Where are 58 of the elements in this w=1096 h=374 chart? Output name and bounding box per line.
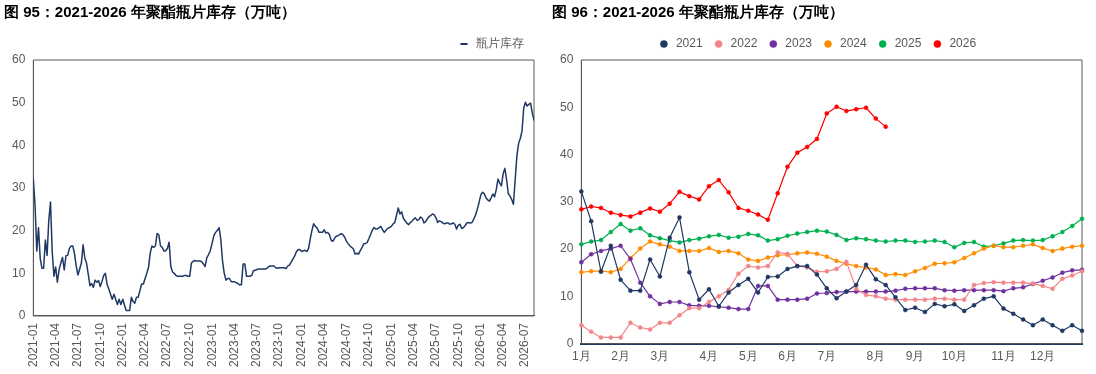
x-tick-label: 4月	[699, 349, 719, 364]
legend-label: 2021	[675, 36, 703, 51]
x-tick-label: 1月	[572, 349, 591, 364]
x-tick-label: 2021-01	[25, 322, 40, 368]
y-tick-label: 30	[11, 180, 26, 195]
x-tick-label: 2022-04	[137, 322, 152, 368]
y-tick-label: 20	[559, 241, 574, 256]
x-tick-label: 2026-07	[517, 322, 532, 368]
legend-label: 2024	[840, 36, 868, 51]
x-tick-label: 10月	[941, 349, 968, 364]
x-tick-label: 2021-04	[47, 322, 62, 368]
x-tick-label: 2022-07	[159, 322, 174, 368]
x-tick-label: 2025-01	[383, 322, 398, 368]
x-tick-label: 2023-07	[248, 322, 263, 368]
y-tick-label: 60	[559, 52, 574, 67]
x-tick-label: 9月	[905, 349, 925, 364]
legend-label: 瓶片库存	[476, 36, 524, 51]
x-tick-label: 6月	[778, 349, 797, 364]
legend-label: 2025	[894, 36, 922, 51]
legend-label: 2023	[785, 36, 813, 51]
x-tick-label: 2024-04	[316, 322, 331, 368]
x-tick-label: 5月	[738, 349, 758, 364]
x-tick-label: 2026-01	[473, 322, 488, 368]
x-tick-label: 8月	[866, 349, 886, 364]
x-tick-label: 2024-07	[338, 322, 353, 368]
x-tick-label: 3月	[650, 349, 670, 364]
y-tick-label: 60	[11, 52, 26, 67]
x-tick-label: 12月	[1030, 349, 1056, 364]
x-tick-label: 2023-10	[271, 322, 286, 368]
y-tick-label: 40	[559, 146, 574, 161]
x-tick-label: 2025-10	[450, 322, 465, 368]
x-tick-label: 2021-10	[92, 322, 107, 368]
x-tick-label: 2月	[611, 349, 630, 364]
x-tick-label: 2026-04	[495, 322, 510, 368]
x-tick-label: 2025-04	[405, 322, 420, 368]
x-tick-label: 2021-07	[70, 322, 85, 368]
x-tick-label: 2023-01	[204, 322, 219, 368]
legend-label: 2026	[949, 36, 977, 51]
x-tick-label: 2024-10	[361, 322, 376, 368]
x-tick-label: 11月	[991, 349, 1016, 364]
x-tick-label: 2022-10	[182, 322, 197, 368]
y-tick-label: 20	[11, 222, 26, 237]
x-tick-label: 2024-01	[294, 322, 308, 368]
y-tick-label: 0	[18, 308, 26, 323]
y-tick-label: 10	[559, 288, 574, 303]
chart-title: 图 95：2021-2026 年聚酯瓶片库存（万吨）	[4, 3, 296, 21]
x-tick-label: 2022-01	[115, 322, 130, 368]
y-tick-label: 50	[559, 99, 574, 114]
y-tick-label: 10	[11, 265, 26, 280]
y-tick-label: 30	[559, 194, 574, 209]
y-tick-label: 40	[11, 137, 26, 152]
x-tick-label: 7月	[817, 349, 837, 364]
x-tick-label: 2025-07	[428, 322, 443, 368]
y-tick-label: 0	[566, 335, 574, 350]
legend-label: 2022	[730, 36, 758, 51]
y-tick-label: 50	[11, 94, 26, 109]
chart-title: 图 96：2021-2026 年聚酯瓶片库存（万吨）	[552, 3, 844, 21]
x-tick-label: 2023-04	[226, 322, 241, 368]
